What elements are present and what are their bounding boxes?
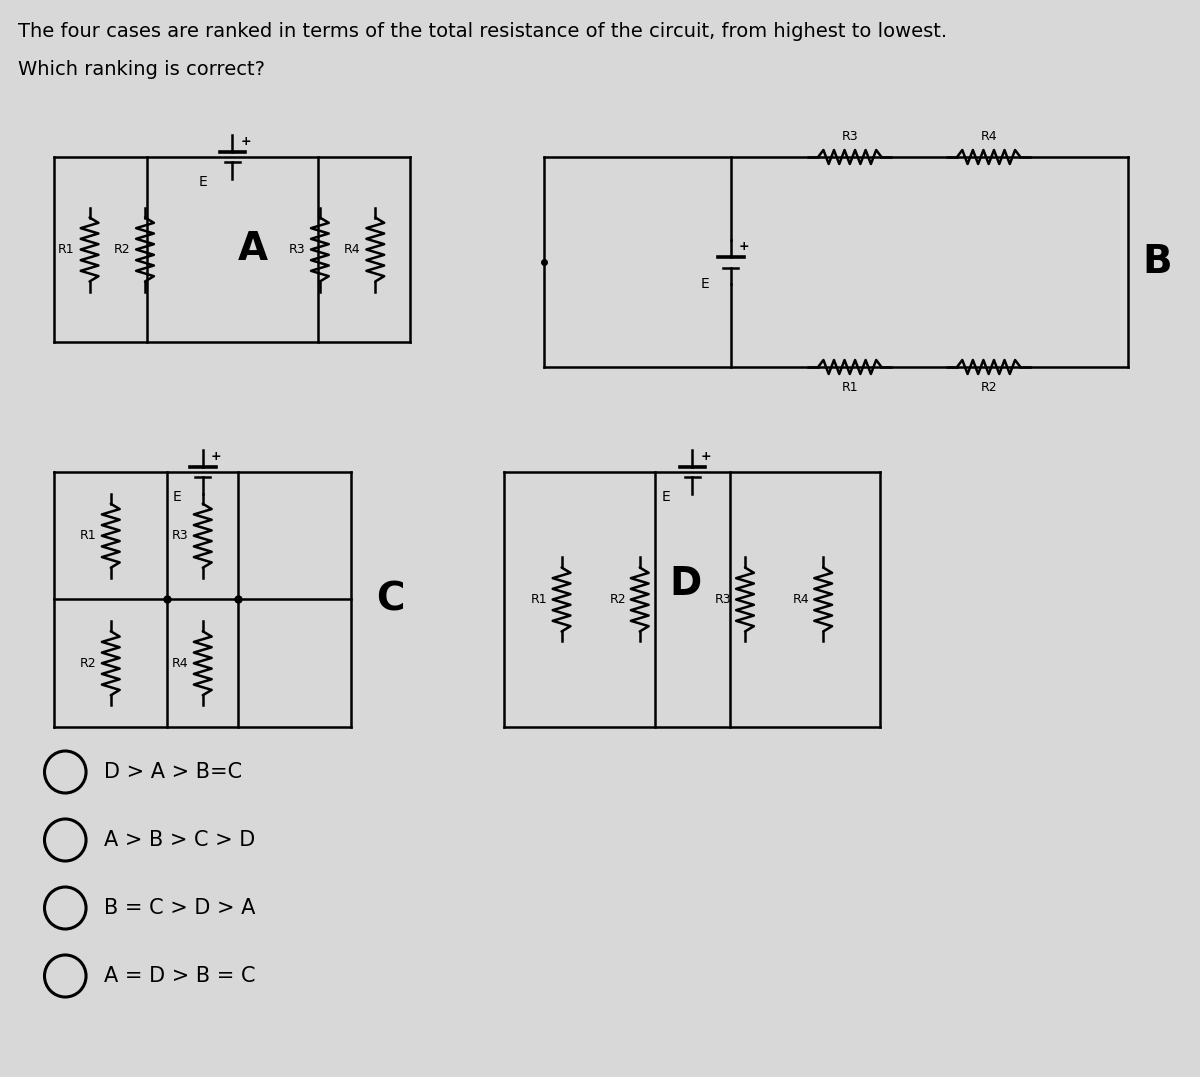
Text: B = C > D > A: B = C > D > A bbox=[104, 898, 256, 918]
Text: R3: R3 bbox=[841, 130, 858, 143]
Text: R2: R2 bbox=[980, 381, 997, 394]
Text: E: E bbox=[662, 490, 671, 504]
Text: R4: R4 bbox=[793, 593, 809, 606]
Text: D: D bbox=[670, 565, 702, 603]
Text: R1: R1 bbox=[841, 381, 858, 394]
Text: R3: R3 bbox=[172, 529, 188, 542]
Text: +: + bbox=[701, 450, 710, 463]
Text: R1: R1 bbox=[58, 243, 74, 256]
Text: +: + bbox=[211, 450, 221, 463]
Text: R3: R3 bbox=[288, 243, 305, 256]
Text: E: E bbox=[199, 174, 208, 188]
Text: R2: R2 bbox=[114, 243, 130, 256]
Text: +: + bbox=[240, 136, 251, 149]
Text: R4: R4 bbox=[344, 243, 360, 256]
Text: R1: R1 bbox=[79, 529, 96, 542]
Text: E: E bbox=[701, 277, 709, 291]
Text: D > A > B=C: D > A > B=C bbox=[104, 763, 242, 782]
Text: R2: R2 bbox=[610, 593, 626, 606]
Text: A: A bbox=[238, 230, 268, 268]
Text: C: C bbox=[376, 581, 404, 618]
Text: R4: R4 bbox=[980, 130, 997, 143]
Text: R1: R1 bbox=[532, 593, 547, 606]
Text: The four cases are ranked in terms of the total resistance of the circuit, from : The four cases are ranked in terms of th… bbox=[18, 22, 947, 41]
Text: R3: R3 bbox=[714, 593, 731, 606]
Text: R4: R4 bbox=[172, 657, 188, 670]
Text: B: B bbox=[1142, 243, 1172, 281]
Text: R2: R2 bbox=[79, 657, 96, 670]
Text: +: + bbox=[739, 240, 749, 253]
Text: E: E bbox=[173, 490, 181, 504]
Text: A = D > B = C: A = D > B = C bbox=[104, 966, 256, 987]
Text: Which ranking is correct?: Which ranking is correct? bbox=[18, 60, 265, 79]
Text: A > B > C > D: A > B > C > D bbox=[104, 830, 256, 850]
